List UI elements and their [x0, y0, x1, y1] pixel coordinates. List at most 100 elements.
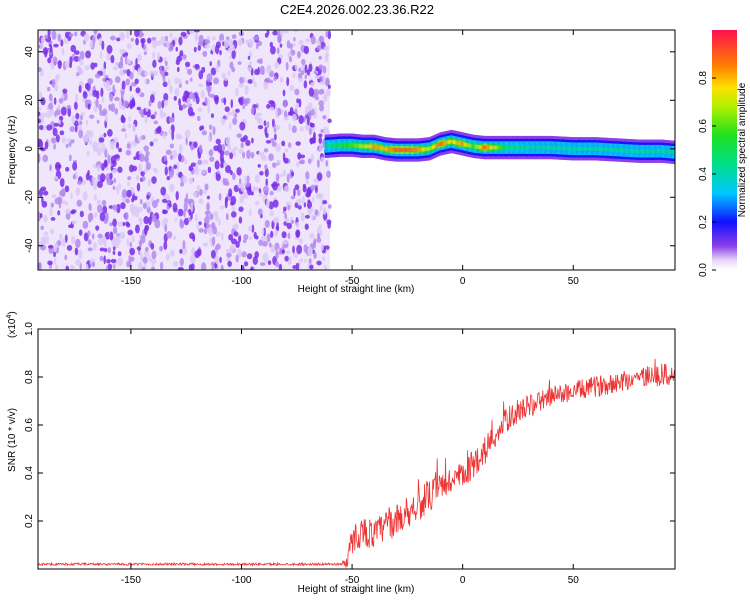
noise-blob — [151, 36, 157, 41]
spectrogram-ylabel: Frequency (Hz) — [7, 116, 18, 185]
noise-blob — [312, 240, 316, 249]
noise-blob — [198, 83, 204, 88]
noise-blob — [163, 92, 169, 102]
noise-blob — [84, 83, 89, 90]
signal-cell — [376, 145, 379, 150]
noise-blob — [72, 161, 78, 171]
signal-cell — [442, 141, 445, 146]
noise-blob — [258, 239, 263, 246]
noise-blob — [159, 109, 164, 119]
noise-blob — [275, 125, 281, 130]
noise-blob — [253, 231, 257, 239]
noise-blob — [201, 130, 207, 136]
noise-blob — [78, 85, 82, 94]
signal-cell — [351, 143, 353, 148]
noise-blob — [46, 86, 51, 92]
noise-blob — [53, 257, 57, 265]
signal-cell — [503, 145, 506, 150]
noise-blob — [282, 89, 286, 97]
noise-blob — [242, 191, 248, 199]
signal-cell — [484, 145, 487, 150]
signal-cell — [629, 148, 632, 153]
noise-blob — [141, 38, 144, 49]
noise-blob — [93, 30, 98, 35]
noise-blob — [107, 263, 113, 270]
noise-blob — [39, 213, 43, 219]
noise-blob — [87, 212, 94, 222]
noise-blob — [107, 247, 112, 254]
signal-cell — [469, 143, 472, 148]
noise-blob — [65, 143, 69, 149]
noise-blob — [294, 184, 300, 191]
signal-cell — [506, 145, 508, 150]
noise-blob — [142, 202, 147, 209]
noise-blob — [100, 87, 104, 97]
noise-blob — [153, 120, 158, 125]
noise-blob — [126, 69, 131, 77]
noise-blob — [218, 218, 221, 226]
noise-blob — [124, 212, 129, 221]
signal-cell — [562, 146, 565, 151]
noise-blob — [169, 249, 175, 257]
noise-blob — [47, 57, 52, 64]
signal-cell — [348, 143, 351, 148]
noise-blob — [272, 30, 279, 36]
snr-panel: -150 -100 -50 0 50 0.2 0.4 0.6 0.8 1.0 Height of … — [6, 311, 676, 595]
noise-blob — [150, 242, 155, 250]
noise-blob — [129, 203, 136, 214]
noise-blob — [296, 98, 300, 104]
noise-blob — [110, 35, 116, 41]
noise-blob — [304, 214, 311, 219]
noise-blob — [39, 42, 44, 49]
noise-blob — [327, 204, 332, 209]
noise-blob — [76, 125, 82, 131]
noise-blob — [323, 46, 330, 51]
noise-blob — [322, 114, 327, 120]
signal-cell — [373, 144, 376, 149]
noise-blob — [69, 126, 75, 133]
signal-cell — [416, 148, 419, 152]
signal-cell — [595, 146, 598, 151]
noise-blob — [143, 51, 147, 56]
noise-blob — [231, 34, 237, 40]
signal-cell — [412, 148, 414, 152]
noise-blob — [159, 65, 162, 75]
signal-cell — [555, 145, 558, 150]
signal-cell — [575, 146, 578, 151]
signal-cell — [421, 147, 424, 152]
noise-blob — [276, 47, 280, 55]
signal-cell — [382, 146, 384, 151]
noise-blob — [79, 120, 83, 126]
noise-blob — [92, 163, 97, 169]
noise-blob — [226, 252, 232, 258]
noise-blob — [327, 30, 332, 40]
signal-cell — [648, 149, 651, 154]
signal-cell — [613, 147, 616, 152]
noise-blob — [109, 231, 114, 241]
noise-blob — [117, 251, 122, 257]
noise-blob — [257, 164, 261, 168]
noise-blob — [304, 38, 311, 43]
noise-blob — [78, 249, 83, 259]
noise-blob — [195, 96, 200, 105]
noise-blob — [253, 35, 259, 41]
noise-blob — [121, 189, 128, 199]
noise-blob — [259, 58, 263, 65]
noise-blob — [146, 37, 152, 44]
noise-blob — [110, 54, 115, 64]
noise-blob — [276, 160, 281, 164]
signal-cell — [661, 149, 664, 154]
noise-blob — [250, 191, 254, 196]
noise-blob — [229, 122, 232, 130]
noise-blob — [206, 97, 211, 108]
noise-blob — [38, 140, 44, 149]
noise-blob — [265, 198, 270, 208]
noise-blob — [159, 245, 164, 252]
signal-cell — [396, 148, 399, 152]
x-tick-label: -100 — [231, 276, 251, 287]
noise-blob — [242, 238, 247, 244]
signal-cell — [461, 142, 464, 146]
noise-blob — [156, 198, 160, 203]
signal-cell — [520, 145, 523, 150]
noise-blob — [322, 255, 325, 262]
